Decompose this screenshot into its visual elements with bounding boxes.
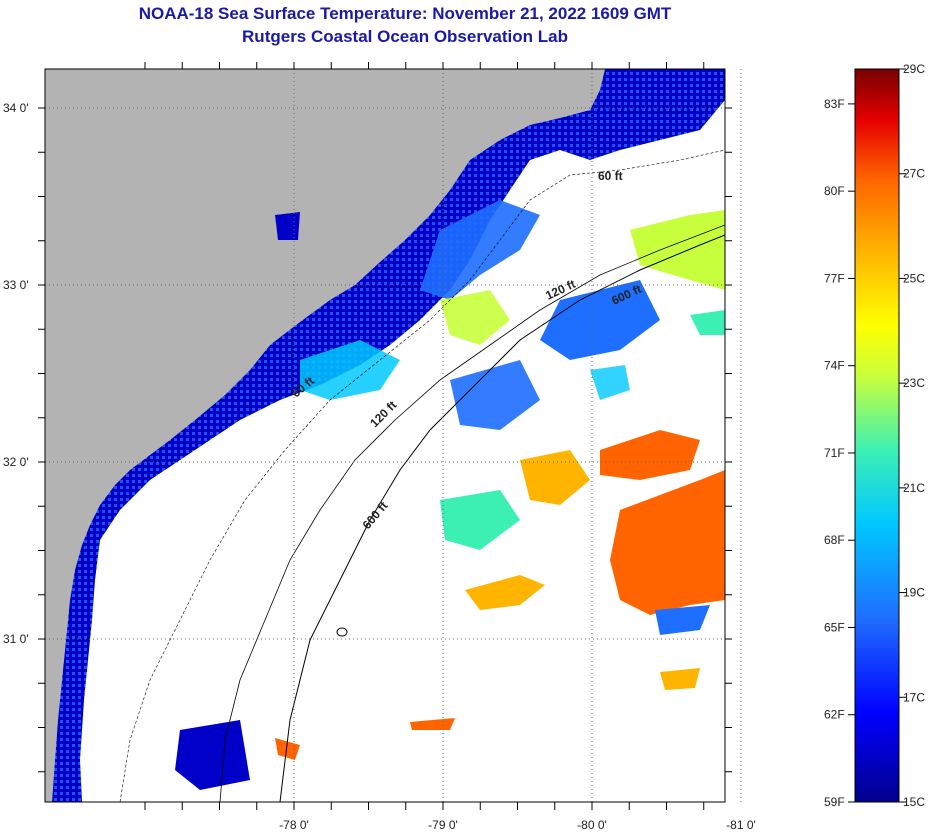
offshore-patch bbox=[690, 310, 725, 335]
celsius-label: 15C bbox=[903, 795, 925, 809]
land-area bbox=[45, 69, 605, 802]
longitude-labels: -81 0' -80 0' -79 0' -78 0' bbox=[279, 818, 756, 832]
fahrenheit-label: 74F bbox=[824, 359, 845, 373]
offshore-patch bbox=[450, 360, 540, 430]
fahrenheit-label: 71F bbox=[824, 446, 845, 460]
fahrenheit-label: 83F bbox=[824, 97, 845, 111]
lat-label: 34 0' bbox=[3, 101, 29, 115]
warm-eddy bbox=[610, 470, 725, 615]
fahrenheit-label: 80F bbox=[824, 184, 845, 198]
warm-eddy bbox=[520, 450, 590, 505]
cold-patch-small bbox=[275, 212, 300, 240]
lon-label: -79 0' bbox=[428, 818, 458, 832]
lat-label: 31 0' bbox=[3, 632, 29, 646]
lon-label: -81 0' bbox=[726, 818, 756, 832]
warm-eddy bbox=[440, 490, 520, 550]
contour-label: 60 ft bbox=[598, 169, 623, 183]
map-subtitle: Rutgers Coastal Ocean Observation Lab bbox=[242, 27, 568, 46]
fahrenheit-label: 59F bbox=[824, 795, 845, 809]
fahrenheit-label: 77F bbox=[824, 271, 845, 285]
map-border bbox=[44, 68, 726, 803]
celsius-label: 19C bbox=[903, 586, 925, 600]
shelf-patch bbox=[420, 200, 540, 300]
cold-patch-small bbox=[175, 720, 250, 790]
offshore-patch bbox=[590, 365, 630, 400]
warm-eddy bbox=[600, 430, 700, 480]
warm-patch bbox=[440, 290, 510, 345]
lat-label: 32 0' bbox=[3, 455, 29, 469]
colorbar bbox=[854, 68, 900, 803]
celsius-label: 25C bbox=[903, 271, 925, 285]
isobath-600ft-south bbox=[279, 234, 725, 802]
celsius-label: 17C bbox=[903, 690, 925, 704]
map-title: NOAA-18 Sea Surface Temperature: Novembe… bbox=[138, 4, 672, 23]
isobath-60ft bbox=[119, 149, 725, 802]
lat-label: 33 0' bbox=[3, 278, 29, 292]
lon-label: -80 0' bbox=[577, 818, 607, 832]
warm-patch-small bbox=[660, 668, 700, 690]
warm-eddy bbox=[465, 575, 545, 610]
graticule bbox=[38, 62, 742, 810]
offshore-patch bbox=[630, 210, 725, 290]
fahrenheit-label: 62F bbox=[824, 708, 845, 722]
celsius-label: 21C bbox=[903, 481, 925, 495]
seamount-contour bbox=[336, 627, 348, 637]
cool-filament bbox=[655, 605, 710, 635]
celsius-label: 27C bbox=[903, 167, 925, 181]
fahrenheit-label: 68F bbox=[824, 533, 845, 547]
celsius-label: 23C bbox=[903, 376, 925, 390]
warm-patch-small bbox=[410, 718, 455, 730]
isobath-120ft bbox=[219, 224, 725, 802]
fahrenheit-label: 65F bbox=[824, 620, 845, 634]
latitude-labels: 34 0' 33 0' 32 0' 31 0' bbox=[3, 101, 29, 646]
shelf-patch bbox=[300, 340, 400, 400]
lon-label: -78 0' bbox=[279, 818, 309, 832]
celsius-label: 29C bbox=[903, 62, 925, 76]
cold-shelf-water bbox=[52, 69, 725, 802]
colorbar-ticks: 29C 27C 25C 23C 21C 19C 17C 15C 83F 80F 77F 74F 71F 6… bbox=[824, 62, 925, 809]
warm-patch-small bbox=[275, 738, 300, 760]
offshore-patch bbox=[540, 280, 660, 360]
